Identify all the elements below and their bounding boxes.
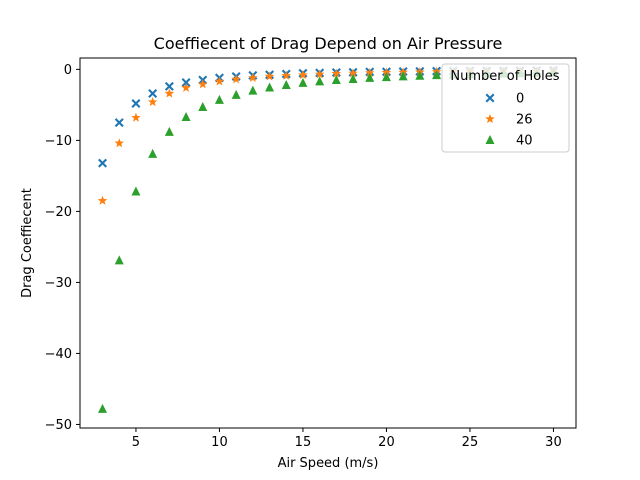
point-26-13	[264, 71, 275, 81]
x-tick-label: 15	[295, 435, 312, 450]
y-tick-label: −20	[45, 205, 72, 220]
y-tick-label: −40	[45, 347, 72, 362]
point-0-5	[131, 98, 141, 108]
legend-frame	[441, 63, 570, 153]
point-40-15	[298, 77, 308, 87]
point-26-10	[214, 76, 225, 86]
x-tick-label: 10	[211, 435, 228, 450]
point-26-6	[147, 97, 158, 107]
legend-marker-0	[485, 93, 495, 103]
point-26-8	[181, 82, 191, 92]
point-26-9	[197, 79, 208, 89]
legend: Number of Holes 0 26 40	[441, 63, 570, 153]
point-40-11	[231, 89, 241, 99]
y-tick-label: −30	[45, 276, 72, 291]
point-26-11	[231, 74, 241, 84]
point-26-7	[164, 88, 175, 98]
point-40-21	[398, 71, 408, 81]
point-26-3	[97, 195, 108, 205]
point-40-12	[248, 85, 258, 95]
point-40-20	[381, 72, 391, 82]
chart-title: Coeffiecent of Drag Depend on Air Pressu…	[154, 34, 503, 53]
legend-label-40: 40	[516, 134, 533, 149]
point-40-23	[432, 70, 442, 80]
point-26-5	[131, 112, 141, 122]
point-26-19	[365, 67, 375, 77]
point-40-7	[164, 126, 174, 136]
point-26-18	[348, 68, 358, 78]
point-0-3	[98, 158, 108, 168]
x-tick-label: 5	[132, 435, 140, 450]
point-26-12	[248, 72, 258, 82]
point-40-18	[348, 73, 358, 83]
point-40-13	[265, 82, 275, 92]
point-40-17	[331, 75, 341, 85]
y-tick-label: −50	[45, 418, 72, 433]
point-40-4	[114, 255, 124, 265]
point-26-15	[298, 70, 308, 80]
x-tick-label: 20	[378, 435, 395, 450]
x-axis-label: Air Speed (m/s)	[278, 456, 379, 471]
y-tick-label: 0	[64, 63, 72, 78]
y-axis-label: Drag Coeffiecent	[20, 188, 35, 298]
x-tick-label: 30	[545, 435, 562, 450]
point-26-14	[281, 70, 291, 80]
point-0-8	[181, 78, 191, 88]
legend-label-0: 0	[516, 92, 524, 107]
point-40-16	[315, 76, 325, 86]
point-40-22	[415, 70, 425, 80]
point-26-4	[114, 138, 124, 148]
point-40-10	[214, 94, 224, 104]
point-0-7	[164, 81, 174, 91]
point-40-3	[98, 403, 108, 413]
point-40-9	[198, 102, 208, 112]
point-0-6	[148, 89, 158, 99]
point-26-16	[314, 69, 325, 79]
legend-title: Number of Holes	[450, 69, 559, 84]
legend-marker-26	[485, 114, 495, 124]
x-tick-label: 25	[462, 435, 479, 450]
y-tick-label: −10	[45, 134, 72, 149]
legend-marker-40	[485, 135, 495, 144]
point-0-4	[114, 118, 124, 128]
axis-ticks: 5 10 15 20 25 30 0 −10 −20 −30 −40 −50	[45, 63, 562, 450]
legend-label-26: 26	[516, 113, 533, 128]
axes-frame	[79, 57, 577, 429]
point-26-17	[331, 68, 342, 78]
point-26-20	[381, 67, 392, 77]
point-40-19	[365, 72, 375, 82]
point-40-14	[281, 79, 291, 89]
point-40-6	[148, 148, 158, 158]
point-40-8	[181, 111, 191, 121]
point-40-5	[131, 186, 141, 196]
